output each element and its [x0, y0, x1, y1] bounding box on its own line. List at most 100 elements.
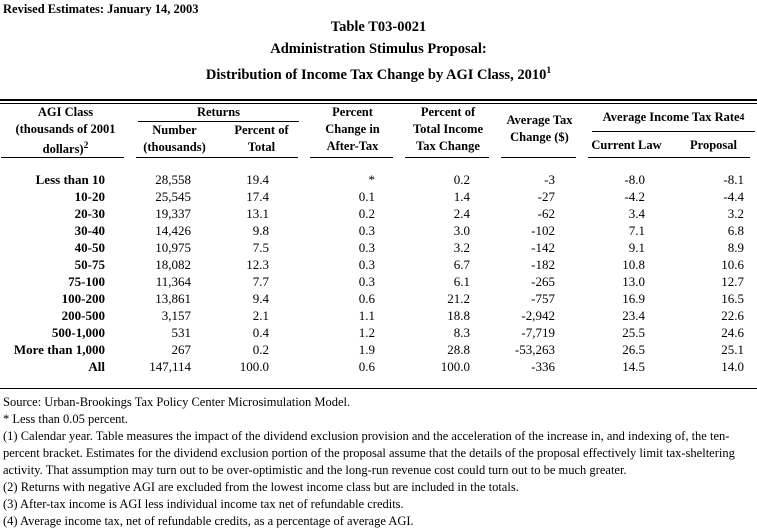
value-cell: 100.0 [239, 359, 269, 374]
header-agi-class: AGI Class (thousands of 2001 dollars)2 [0, 104, 131, 159]
value-cell: 8.9 [727, 240, 744, 255]
header-agi-line3: dollars)2 [0, 138, 131, 158]
value-cell: 6.7 [453, 257, 470, 272]
header-agi-line2: (thousands of 2001 [15, 122, 116, 136]
value-cell: 24.6 [721, 325, 744, 340]
value-cell: -62 [537, 206, 555, 221]
value-cell: 22.6 [721, 308, 744, 323]
table-number-title: Table T03-0021 [330, 19, 427, 35]
value-cell: -757 [531, 291, 555, 306]
value-cell: 267 [171, 342, 192, 357]
table-description-title: Distribution of Income Tax Change by AGI… [0, 60, 757, 86]
header-agi-line1: AGI Class [37, 105, 94, 119]
header-underline [501, 157, 576, 159]
header-pct-total-line2: Total [247, 140, 276, 154]
table-top-rule [0, 99, 757, 104]
header-pct-total-income-tax-change: Percent of Total Income Tax Change [400, 104, 496, 159]
value-cell: * [368, 172, 376, 187]
header-avg-change-line1: Average Tax [506, 113, 573, 128]
value-cell: -8.0 [624, 172, 645, 187]
footnote-4: (4) Average income tax, net of refundabl… [3, 514, 414, 528]
header-rate-footnote-ref: 4 [739, 112, 745, 123]
header-average-tax-change: Average Tax Change ($) [496, 104, 583, 159]
value-cell: 17.4 [246, 189, 269, 204]
value-cell: 3.4 [628, 206, 645, 221]
header-current-law: Current Law [591, 137, 662, 152]
value-cell: 1.2 [358, 325, 375, 340]
value-cell: 531 [171, 325, 192, 340]
value-cell: 11,364 [155, 274, 191, 289]
value-cell: 0.3 [358, 240, 375, 255]
value-cell: 1.1 [358, 308, 375, 323]
title-block: Table T03-0021 Administration Stimulus P… [0, 16, 757, 86]
header-number-line2: (thousands) [143, 140, 206, 154]
value-cell: -182 [531, 257, 555, 272]
value-cell: 10.6 [721, 257, 744, 272]
agi-class-cell: 40-50 [74, 240, 105, 255]
header-pct-change-after-tax: Percent Change in After-Tax [305, 104, 400, 159]
value-cell: 21.2 [447, 291, 470, 306]
value-cell: 7.5 [252, 240, 269, 255]
value-cell: 23.4 [622, 308, 645, 323]
header-underline [588, 157, 750, 159]
value-cell: -7,719 [521, 325, 555, 340]
header-underline [310, 157, 393, 159]
value-cell: 25.5 [622, 325, 645, 340]
value-cell: 10,975 [155, 240, 191, 255]
asterisk-note: * Less than 0.05 percent. [3, 412, 128, 426]
value-cell: 1.9 [358, 342, 375, 357]
revised-estimates-note: Revised Estimates: January 14, 2003 [3, 2, 199, 16]
value-cell: -27 [537, 189, 555, 204]
value-cell: 12.7 [721, 274, 744, 289]
header-pct-tax-line2: Total Income [412, 122, 484, 136]
value-cell: 2.1 [252, 308, 269, 323]
value-cell: 9.4 [252, 291, 269, 306]
value-cell: 7.1 [628, 223, 645, 238]
data-table: AGI Class (thousands of 2001 dollars)2 R… [0, 99, 757, 529]
agi-class-cell: All [88, 359, 105, 374]
value-cell: 3.2 [727, 206, 744, 221]
value-cell: 25.1 [721, 342, 744, 357]
table-bottom-rule [0, 388, 757, 389]
value-cell: 19,337 [155, 206, 191, 221]
value-cell: 28,558 [155, 172, 191, 187]
value-cell: 0.2 [252, 342, 269, 357]
value-cell: 9.8 [252, 223, 269, 238]
footnote-1: (1) Calendar year. Table measures the im… [3, 429, 735, 477]
value-cell: 12.3 [246, 257, 269, 272]
value-cell: 10.8 [622, 257, 645, 272]
value-cell: 0.4 [252, 325, 269, 340]
header-proposal: Proposal [690, 137, 737, 152]
value-cell: -102 [531, 223, 555, 238]
header-agi-footnote-ref: 2 [83, 141, 89, 151]
value-cell: 19.4 [246, 172, 269, 187]
header-returns-label: Returns [138, 105, 299, 122]
value-cell: -2,942 [521, 308, 555, 323]
header-rate-group-text: Average Income Tax Rate [602, 110, 740, 124]
value-cell: 18,082 [155, 257, 191, 272]
footnote-2: (2) Returns with negative AGI are exclud… [3, 480, 519, 494]
agi-class-cell: 20-30 [74, 206, 105, 221]
header-avg-change-line2: Change ($) [510, 130, 569, 145]
value-cell: 18.8 [447, 308, 470, 323]
source-note: Source: Urban-Brookings Tax Policy Cente… [3, 395, 351, 409]
header-pct-tax-line3: Tax Change [416, 139, 480, 153]
value-cell: -142 [531, 240, 555, 255]
value-cell: 13,861 [155, 291, 191, 306]
value-cell: 3.2 [453, 240, 470, 255]
agi-class-cell: More than 1,000 [13, 342, 105, 357]
value-cell: 0.2 [358, 206, 375, 221]
value-cell: 0.3 [358, 223, 375, 238]
value-cell: 28.8 [447, 342, 470, 357]
header-underline [1, 157, 124, 159]
value-cell: -336 [531, 359, 555, 374]
header-pct-change-line2: Change in [325, 122, 380, 136]
value-cell: 0.1 [358, 189, 375, 204]
value-cell: 0.3 [358, 257, 375, 272]
title-footnote-ref: 1 [546, 66, 552, 76]
value-cell: -8.1 [723, 172, 744, 187]
value-cell: 16.5 [721, 291, 744, 306]
agi-class-cell: 500-1,000 [51, 325, 105, 340]
value-cell: 13.0 [622, 274, 645, 289]
value-cell: 147,114 [149, 359, 191, 374]
